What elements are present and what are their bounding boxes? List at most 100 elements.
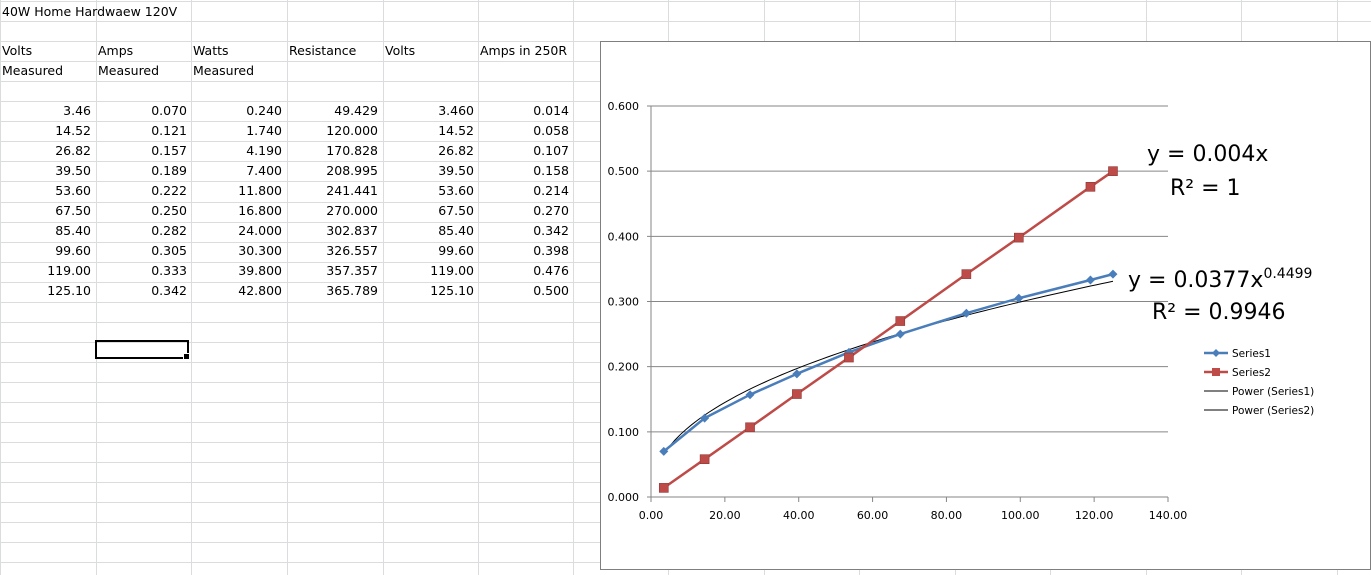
table-cell[interactable]: 99.60	[438, 243, 474, 258]
selected-cell[interactable]	[95, 340, 190, 360]
table-cell[interactable]: 67.50	[55, 203, 91, 218]
table-cell[interactable]: 0.282	[151, 223, 187, 238]
table-cell[interactable]: 241.441	[326, 183, 378, 198]
table-cell[interactable]: 0.250	[151, 203, 187, 218]
table-cell[interactable]: 16.800	[238, 203, 282, 218]
x-tick-label: 20.00	[709, 509, 741, 522]
table-cell[interactable]: 14.52	[438, 123, 474, 138]
table-cell[interactable]: 14.52	[55, 123, 91, 138]
table-cell[interactable]: 99.60	[55, 243, 91, 258]
table-cell[interactable]: 26.82	[438, 143, 474, 158]
series2-point	[1108, 166, 1118, 176]
table-cell[interactable]: 326.557	[326, 243, 378, 258]
table-cell[interactable]: 0.476	[533, 263, 569, 278]
series1-point	[1085, 275, 1095, 285]
table-cell[interactable]: 67.50	[438, 203, 474, 218]
table-cell[interactable]: 0.342	[151, 283, 187, 298]
table-cell[interactable]: 0.070	[151, 103, 187, 118]
table-cell[interactable]: 11.800	[238, 183, 282, 198]
table-cell[interactable]: 39.800	[238, 263, 282, 278]
series2-point	[792, 389, 802, 399]
column-header-6-line2[interactable]	[478, 61, 480, 81]
column-header-4-line2[interactable]	[287, 61, 289, 81]
table-cell[interactable]: 0.342	[533, 223, 569, 238]
series1-point	[895, 329, 905, 339]
table-cell[interactable]: 0.121	[151, 123, 187, 138]
table-cell[interactable]: 120.000	[326, 123, 378, 138]
trendline-1	[663, 280, 1114, 455]
table-cell[interactable]: 0.158	[533, 163, 569, 178]
column-header-5-line1[interactable]: Volts	[385, 43, 416, 58]
series2-point	[745, 422, 755, 433]
table-cell[interactable]: 30.300	[238, 243, 282, 258]
column-header-4-line1[interactable]: Resistance	[289, 43, 357, 58]
table-cell[interactable]: 39.50	[438, 163, 474, 178]
table-cell[interactable]: 270.000	[326, 203, 378, 218]
table-cell[interactable]: 42.800	[238, 283, 282, 298]
table-cell[interactable]: 0.058	[533, 123, 569, 138]
column-header-2-line2[interactable]: Measured	[98, 63, 160, 78]
table-cell[interactable]: 0.107	[533, 143, 569, 158]
table-cell[interactable]: 49.429	[334, 103, 378, 118]
table-cell[interactable]: 0.189	[151, 163, 187, 178]
table-cell[interactable]: 3.460	[438, 103, 474, 118]
sheet-title[interactable]: 40W Home Hardwaew 120V	[2, 4, 178, 19]
trendline-equation-series2: y = 0.004x	[1147, 142, 1268, 167]
y-tick-label: 0.100	[608, 426, 640, 439]
column-header-5-line2[interactable]	[383, 61, 385, 81]
table-cell[interactable]: 0.500	[533, 283, 569, 298]
table-cell[interactable]: 0.305	[151, 243, 187, 258]
table-cell[interactable]: 1.740	[246, 123, 282, 138]
x-tick-label: 120.00	[1075, 509, 1114, 522]
table-cell[interactable]: 0.270	[533, 203, 569, 218]
table-cell[interactable]: 208.995	[326, 163, 378, 178]
table-cell[interactable]: 0.214	[533, 183, 569, 198]
trendline-r2-series1: R² = 0.9946	[1152, 300, 1286, 325]
y-tick-label: 0.200	[608, 361, 640, 374]
chart-area[interactable]: 0.000 0.100 0.200 0.300 0.400 0.500 0.600 0.00 2…	[600, 41, 1371, 570]
table-cell[interactable]: 0.398	[533, 243, 569, 258]
column-header-3-line1[interactable]: Watts	[193, 43, 229, 58]
table-cell[interactable]: 3.46	[63, 103, 91, 118]
table-cell[interactable]: 39.50	[55, 163, 91, 178]
column-header-1-line1[interactable]: Volts	[2, 43, 33, 58]
y-tick-label: 0.500	[608, 165, 640, 178]
table-cell[interactable]: 0.240	[246, 103, 282, 118]
table-cell[interactable]: 357.357	[326, 263, 378, 278]
table-cell[interactable]: 85.40	[55, 223, 91, 238]
table-cell[interactable]: 119.00	[430, 263, 474, 278]
table-cell[interactable]: 125.10	[47, 283, 91, 298]
x-tick-label: 140.00	[1149, 509, 1188, 522]
table-cell[interactable]: 302.837	[326, 223, 378, 238]
table-cell[interactable]: 0.157	[151, 143, 187, 158]
column-header-6-line1[interactable]: Amps in 250R	[480, 43, 568, 58]
y-tick-label: 0.600	[608, 100, 640, 113]
series1-point	[1014, 293, 1024, 303]
table-cell[interactable]: 26.82	[55, 143, 91, 158]
eq1-exponent: 0.4499	[1263, 266, 1312, 282]
column-header-1-line2[interactable]: Measured	[2, 63, 64, 78]
table-cell[interactable]: 0.014	[533, 103, 569, 118]
table-cell[interactable]: 0.222	[151, 183, 187, 198]
series1-point	[1108, 269, 1118, 279]
trendline-r2-series2: R² = 1	[1170, 176, 1241, 201]
series1-point	[792, 369, 802, 379]
series1-point	[700, 413, 710, 423]
series2-point	[961, 269, 972, 279]
table-cell[interactable]: 53.60	[55, 183, 91, 198]
fill-handle[interactable]	[183, 353, 190, 360]
table-cell[interactable]: 53.60	[438, 183, 474, 198]
column-header-2-line1[interactable]: Amps	[98, 43, 134, 58]
table-cell[interactable]: 0.333	[151, 263, 187, 278]
table-cell[interactable]: 7.400	[246, 163, 282, 178]
column-header-3-line2[interactable]: Measured	[193, 63, 255, 78]
table-cell[interactable]: 125.10	[430, 283, 474, 298]
table-cell[interactable]: 170.828	[326, 143, 378, 158]
series2-point	[1014, 232, 1024, 243]
table-cell[interactable]: 24.000	[238, 223, 282, 238]
table-cell[interactable]: 85.40	[438, 223, 474, 238]
table-cell[interactable]: 4.190	[246, 143, 282, 158]
table-cell[interactable]: 119.00	[47, 263, 91, 278]
table-cell[interactable]: 365.789	[326, 283, 378, 298]
legend-marker	[1212, 349, 1220, 357]
